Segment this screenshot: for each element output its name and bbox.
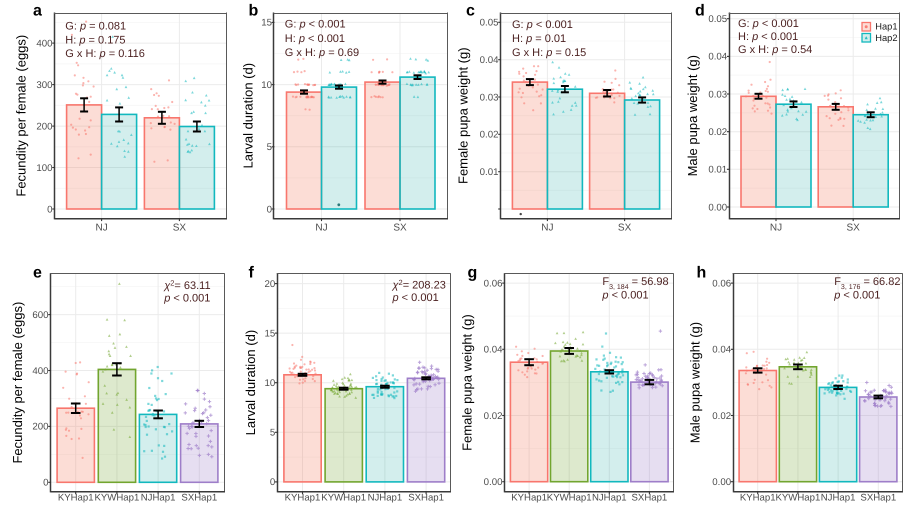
svg-text:NJ: NJ [95,223,107,234]
svg-text:0: 0 [267,204,273,215]
svg-text:G: p = 0.081: G: p = 0.081 [65,21,126,33]
svg-text:Male pupa weight (g): Male pupa weight (g) [688,322,703,443]
svg-text:NJHap1: NJHap1 [592,493,627,504]
svg-text:5: 5 [267,142,272,153]
svg-text:0.02: 0.02 [480,130,499,141]
svg-text:0.02: 0.02 [712,411,731,422]
svg-text:KYWHap1: KYWHap1 [321,493,366,504]
svg-text:G: p < 0.001: G: p < 0.001 [738,18,799,30]
svg-text:G x H: p = 0.15: G x H: p = 0.15 [512,47,586,59]
svg-text:0.03: 0.03 [480,92,499,103]
svg-text:400: 400 [32,366,49,377]
svg-text:G: p < 0.001: G: p < 0.001 [285,18,346,30]
svg-text:d: d [695,2,705,19]
svg-text:0: 0 [270,477,276,488]
svg-text:100: 100 [36,163,53,174]
svg-text:p < 0.001: p < 0.001 [601,290,648,302]
svg-text:Fecundity per female (eggs): Fecundity per female (eggs) [14,35,29,197]
svg-text:0.05: 0.05 [480,18,499,29]
svg-text:0.00: 0.00 [484,477,503,488]
svg-text:KYWHap1: KYWHap1 [776,493,821,504]
svg-text:H: p = 0.01: H: p = 0.01 [512,33,566,45]
svg-text:c: c [466,2,475,19]
svg-text:p < 0.001: p < 0.001 [833,290,880,302]
svg-text:p < 0.001: p < 0.001 [392,292,439,304]
svg-text:Female pupa weight (g): Female pupa weight (g) [460,314,475,451]
svg-text:G: p < 0.001: G: p < 0.001 [512,19,573,31]
svg-text:0.04: 0.04 [484,345,503,356]
svg-text:G x H: p = 0.116: G x H: p = 0.116 [65,48,145,60]
svg-text:KYHap1: KYHap1 [511,493,547,504]
svg-text:NJ: NJ [541,223,553,234]
svg-text:KYWHap1: KYWHap1 [95,493,140,504]
svg-text:H: p < 0.001: H: p < 0.001 [285,33,345,45]
svg-text:Larval duration (d): Larval duration (d) [243,330,258,436]
svg-text:400: 400 [36,38,53,49]
svg-text:0.04: 0.04 [708,52,727,63]
svg-text:15: 15 [265,328,276,339]
svg-text:SX: SX [847,223,861,234]
svg-text:NJ: NJ [315,223,327,234]
svg-text:200: 200 [36,121,53,132]
svg-text:G x H: p = 0.69: G x H: p = 0.69 [285,47,359,59]
svg-text:0.06: 0.06 [712,278,731,289]
svg-text:0: 0 [47,204,53,215]
svg-text:KYHap1: KYHap1 [285,493,321,504]
svg-text:0.00: 0.00 [708,202,727,213]
svg-text:SXHap1: SXHap1 [408,493,444,504]
svg-text:NJHap1: NJHap1 [821,493,856,504]
svg-text:200: 200 [32,422,49,433]
svg-text:f: f [249,265,255,282]
svg-text:0.00: 0.00 [712,477,731,488]
svg-text:g: g [468,265,478,282]
svg-text:G x H: p = 0.54: G x H: p = 0.54 [738,44,812,56]
svg-text:0.03: 0.03 [708,89,727,100]
svg-text:SX: SX [618,223,632,234]
svg-text:KYHap1: KYHap1 [58,493,94,504]
svg-text:NJ: NJ [770,223,782,234]
svg-text:KYWHap1: KYWHap1 [547,493,592,504]
svg-text:χ2= 208.23: χ2= 208.23 [392,278,446,292]
svg-text:NJHap1: NJHap1 [141,493,176,504]
svg-text:0.02: 0.02 [484,411,503,422]
svg-text:e: e [33,265,42,282]
svg-text:SX: SX [173,223,187,234]
svg-text:300: 300 [36,80,53,91]
svg-text:KYHap1: KYHap1 [740,493,776,504]
svg-text:Hap2: Hap2 [875,33,897,43]
svg-text:SX: SX [393,223,407,234]
svg-text:Fecundity per female (eggs): Fecundity per female (eggs) [10,302,25,464]
svg-text:Female pupa weight (g): Female pupa weight (g) [456,47,471,184]
svg-text:Hap1: Hap1 [875,22,897,32]
svg-text:b: b [249,2,259,19]
svg-text:0.06: 0.06 [484,278,503,289]
svg-text:SXHap1: SXHap1 [181,493,217,504]
svg-text:H: p = 0.175: H: p = 0.175 [65,34,125,46]
svg-text:Male pupa weight (g): Male pupa weight (g) [685,55,700,176]
svg-text:0.05: 0.05 [708,14,727,25]
svg-text:0.04: 0.04 [712,345,731,356]
svg-text:10: 10 [261,80,272,91]
svg-text:15: 15 [261,18,272,29]
svg-text:10: 10 [265,378,276,389]
svg-text:0.01: 0.01 [480,167,499,178]
svg-text:χ2= 63.11: χ2= 63.11 [163,279,210,293]
svg-text:20: 20 [265,279,276,290]
svg-text:h: h [697,265,707,282]
svg-text:a: a [33,2,42,19]
svg-text:5: 5 [270,428,275,439]
svg-text:SXHap1: SXHap1 [632,493,668,504]
svg-text:H: p < 0.001: H: p < 0.001 [738,31,798,43]
svg-text:Larval duration (d): Larval duration (d) [241,63,256,169]
svg-text:0.01: 0.01 [708,165,727,176]
svg-text:NJHap1: NJHap1 [368,493,403,504]
svg-text:0.04: 0.04 [480,55,499,66]
svg-text:600: 600 [32,310,49,321]
svg-text:0.02: 0.02 [708,127,727,138]
svg-text:SXHap1: SXHap1 [860,493,896,504]
svg-text:0: 0 [43,478,49,489]
svg-text:p < 0.001: p < 0.001 [163,293,210,305]
